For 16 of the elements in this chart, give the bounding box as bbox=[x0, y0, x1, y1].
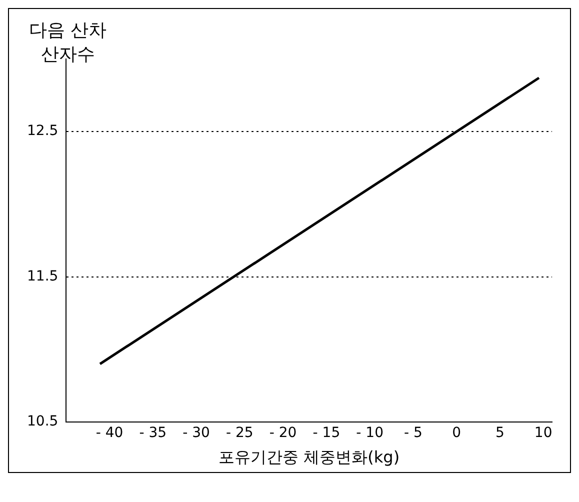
y-axis-title: 다음 산차 산자수 bbox=[29, 19, 107, 67]
x-tick-label: 5 bbox=[495, 425, 504, 442]
y-tick-label: 11.5 bbox=[27, 268, 58, 284]
x-tick-label: - 20 bbox=[269, 425, 297, 442]
x-tick-label: - 5 bbox=[404, 425, 422, 442]
x-tick-label: - 10 bbox=[356, 425, 384, 442]
x-axis-title: 포유기간중 체중변화(kg) bbox=[218, 448, 400, 467]
x-tick-label: 0 bbox=[452, 425, 462, 442]
y-tick-label: 10.5 bbox=[27, 414, 58, 430]
y-tick-label: 12.5 bbox=[27, 123, 58, 140]
x-tick-label: - 35 bbox=[139, 425, 167, 442]
x-tick-label: - 25 bbox=[226, 425, 254, 442]
x-tick-label: - 30 bbox=[182, 425, 210, 442]
x-tick-label: - 15 bbox=[312, 425, 340, 442]
x-tick-label: - 40 bbox=[96, 425, 124, 442]
x-tick-label: 10 bbox=[534, 425, 552, 442]
